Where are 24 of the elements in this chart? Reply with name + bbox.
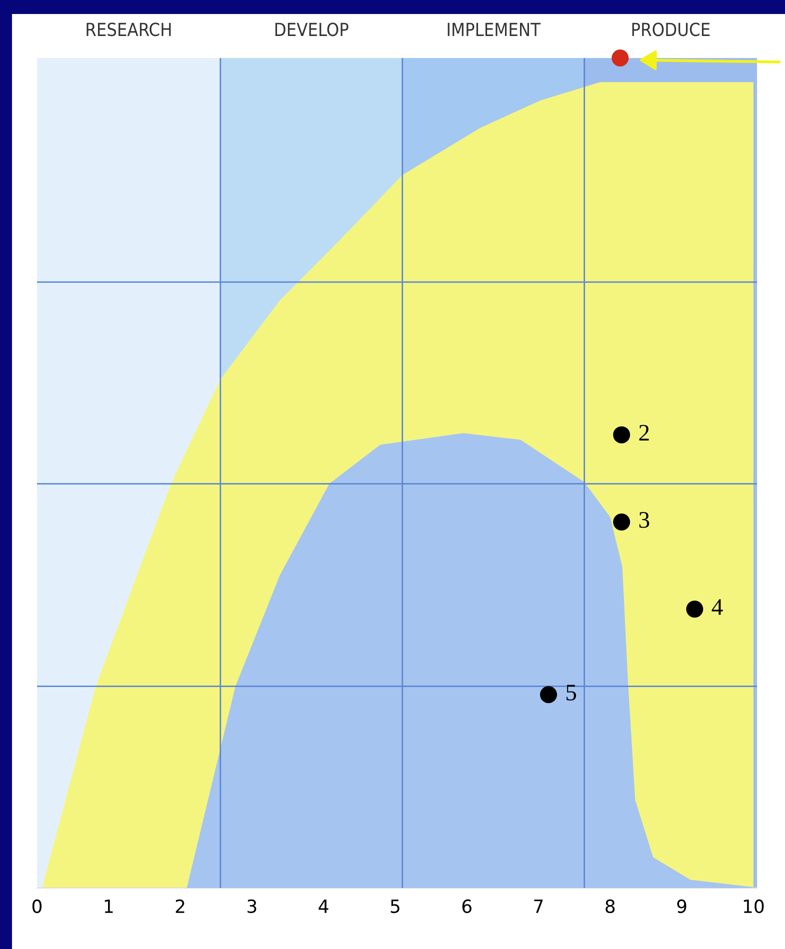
x-tick-label: 1	[104, 900, 113, 913]
x-tick-label: 10	[744, 899, 764, 914]
x-tick-label: 7	[534, 900, 543, 913]
annotation: 2	[639, 424, 649, 440]
point	[612, 49, 629, 67]
x-tick-label: 4	[318, 900, 328, 913]
annotation: 4	[712, 599, 723, 615]
band-label: IMPLEMENT	[448, 22, 541, 36]
x-tick-label: 5	[390, 900, 400, 914]
x-tick-label: 3	[248, 899, 256, 914]
annotation: 5	[566, 684, 576, 701]
annotation: 3	[639, 512, 650, 528]
x-tick-label: 2	[176, 899, 184, 913]
x-tick-label: 0	[32, 899, 42, 914]
band-label: PRODUCE	[632, 22, 710, 36]
band-label: RESEARCH	[86, 22, 171, 36]
x-tick-label: 8	[606, 899, 615, 914]
point	[613, 426, 630, 444]
point	[686, 600, 704, 618]
point	[540, 686, 558, 704]
point	[613, 513, 630, 530]
x-tick-label: 6	[462, 899, 472, 914]
band-label: DEVELOP	[275, 22, 348, 36]
x-tick-label: 9	[677, 899, 686, 914]
